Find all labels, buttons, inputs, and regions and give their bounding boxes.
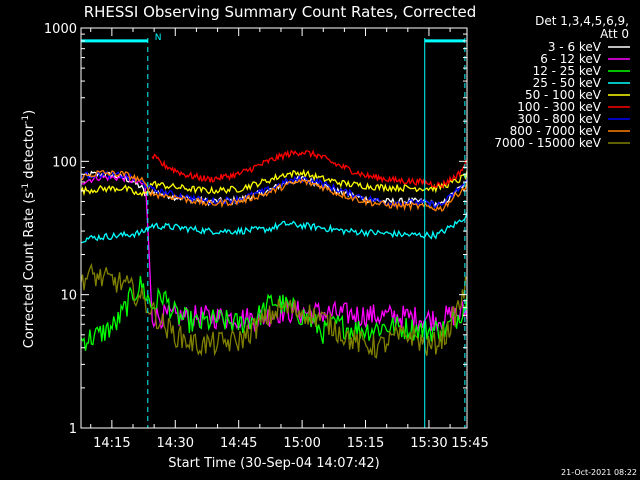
y-axis-ticks: 1 10 100 1000 xyxy=(44,22,467,437)
y-axis-label-sup: -1 xyxy=(21,115,31,124)
series-50-100-kev xyxy=(80,168,468,197)
x-axis-ticks: 14:15 14:30 14:45 15:00 15:15 15:30 15:45 xyxy=(90,28,489,451)
y-axis-label-part: ) xyxy=(22,110,37,115)
y-axis-label: Corrected Count Rate (s-1 detector-1) xyxy=(21,110,37,348)
legend-label: 300 - 800 keV xyxy=(517,112,601,126)
y-axis-label-part: Corrected Count Rate (s xyxy=(22,192,37,349)
series-25-50-kev xyxy=(80,212,468,244)
y-tick-label: 10 xyxy=(60,289,77,304)
series-line xyxy=(80,168,468,197)
y-axis-label-part: detector xyxy=(22,123,37,183)
legend-label: 6 - 12 keV xyxy=(540,52,602,66)
series-line xyxy=(80,212,468,244)
plot-series xyxy=(80,149,468,359)
x-tick-label: 14:45 xyxy=(220,436,257,451)
series-line xyxy=(151,149,468,189)
legend-label: 12 - 25 keV xyxy=(533,64,602,78)
series-800-7000-kev xyxy=(80,170,468,212)
x-tick-label: 14:30 xyxy=(157,436,194,451)
legend-label: 3 - 6 keV xyxy=(548,40,602,54)
x-axis-label: Start Time (30-Sep-04 14:07:42) xyxy=(168,456,379,471)
legend-header-line-2: Att 0 xyxy=(600,27,629,41)
series-line xyxy=(80,262,468,359)
y-axis-label-sup: -1 xyxy=(21,183,31,192)
night-marker: N xyxy=(155,33,162,43)
x-tick-label: 15:00 xyxy=(283,436,320,451)
y-tick-label: 1000 xyxy=(44,22,77,37)
plot-frame xyxy=(80,27,468,429)
y-tick-label: 100 xyxy=(52,155,77,170)
series-7000-15000-kev xyxy=(80,262,468,359)
legend-header-line-1: Det 1,3,4,5,6,9, xyxy=(535,14,629,28)
x-tick-label: 14:15 xyxy=(93,436,130,451)
legend-label: 100 - 300 keV xyxy=(517,100,601,114)
legend-label: 25 - 50 keV xyxy=(533,76,602,90)
series-line xyxy=(80,170,468,212)
legend-label: 50 - 100 keV xyxy=(525,88,602,102)
series-100-300-kev xyxy=(151,149,468,189)
legend-label: 7000 - 15000 keV xyxy=(494,136,601,150)
y-tick-label: 1 xyxy=(69,422,77,437)
x-tick-label: 15:15 xyxy=(347,436,384,451)
x-tick-label: 15:45 xyxy=(451,436,488,451)
footer-timestamp: 21-Oct-2021 08:22 xyxy=(561,468,637,477)
legend-label: 800 - 7000 keV xyxy=(510,124,602,138)
chart-title: RHESSI Observing Summary Count Rates, Co… xyxy=(84,3,477,21)
x-tick-label: 15:30 xyxy=(410,436,447,451)
